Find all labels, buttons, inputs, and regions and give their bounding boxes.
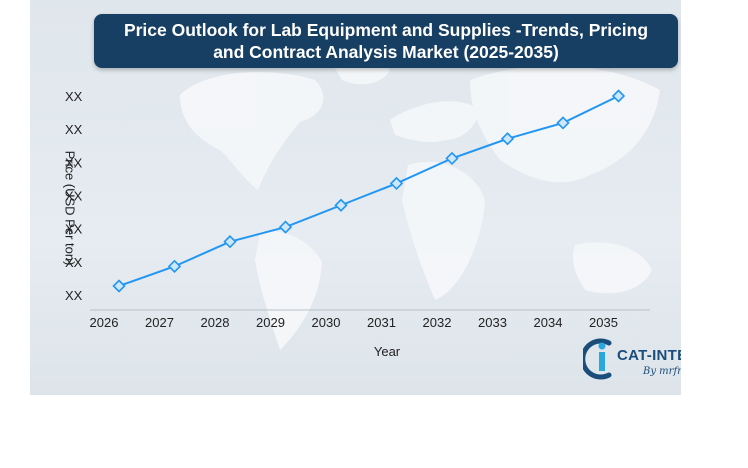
x-tick-label: 2035 [589,315,618,330]
series-line [118,95,619,287]
x-tick-label: 2029 [256,315,285,330]
chart-title: Price Outlook for Lab Equipment and Supp… [123,20,649,62]
x-tick-label: 2031 [367,315,396,330]
data-point [112,279,126,293]
y-tick-label: XX [65,89,83,104]
data-point [223,235,237,249]
chart-title-box: Price Outlook for Lab Equipment and Supp… [94,14,678,68]
x-tick-label: 2032 [423,315,452,330]
data-point [611,89,626,103]
x-tick-label: 2026 [90,315,119,330]
y-tick-label: XX [65,222,83,237]
y-tick-label: XX [65,155,83,170]
y-tick-label: XX [65,189,83,204]
world-map-background: XX XX XX XX XX XX XX 2026 2027 2028 2029 2030 2031 20… [65,53,660,350]
y-axis-label: Price (USD Per ton) [62,150,78,266]
data-point [445,151,459,166]
data-point [389,176,404,191]
logo-tagline: By mrfr [643,366,681,377]
plot-area: XX XX XX XX XX XX XX 2026 2027 2028 2029 2030 2031 20… [65,89,650,330]
x-axis-label: Year [373,344,401,359]
data-point [334,198,348,212]
data-point [500,132,515,146]
cat-intel-logo: CAT-INTEL By mrfr [583,335,681,385]
x-tick-label: 2027 [145,315,174,330]
x-tick-label: 2030 [312,315,341,330]
y-tick-label: XX [65,288,83,303]
cat-intel-logo-icon [583,338,612,380]
y-tick-label: XX [65,122,83,137]
x-tick-label: 2034 [534,315,563,330]
y-tick-label: XX [65,255,83,270]
x-tick-label: 2033 [478,315,507,330]
data-point [556,116,570,130]
data-point [278,220,293,234]
logo-name: CAT-INTEL [617,347,681,364]
chart-panel: XX XX XX XX XX XX XX 2026 2027 2028 2029 2030 2031 20… [30,0,681,395]
data-point [167,259,182,273]
x-tick-label: 2028 [201,315,230,330]
